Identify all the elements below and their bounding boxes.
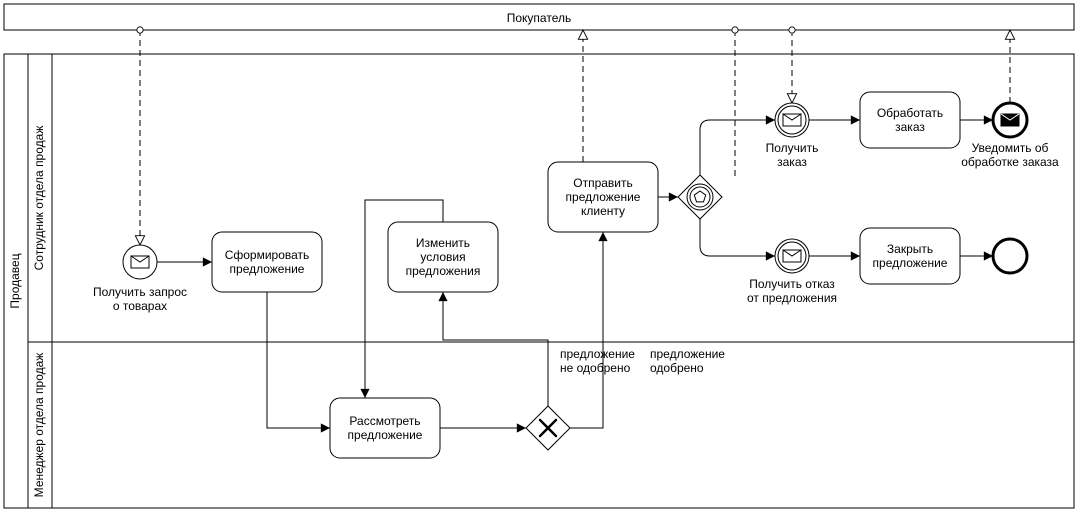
sequence-flow [700,120,775,175]
sequence-flow [443,292,548,406]
svg-text:Получить отказот предложения: Получить отказот предложения [747,277,837,305]
svg-text:Уведомить обобработке заказа: Уведомить обобработке заказа [961,141,1059,169]
svg-text:Покупатель: Покупатель [507,11,571,25]
event-e_end [993,239,1027,273]
svg-text:Менеджер отдела продаж: Менеджер отдела продаж [32,353,46,498]
gateway-g_event [678,175,722,219]
sequence-flow [700,219,775,256]
sequence-flow [267,292,330,428]
svg-text:предложениене одобрено: предложениене одобрено [560,347,635,375]
svg-text:Получитьзаказ: Получитьзаказ [766,141,819,169]
svg-text:Продавец: Продавец [8,253,22,308]
svg-text:Рассмотретьпредложение: Рассмотретьпредложение [348,414,423,442]
sequence-flow [570,232,603,428]
svg-text:Сотрудник отдела продаж: Сотрудник отдела продаж [32,126,46,271]
svg-text:предложениеодобрено: предложениеодобрено [650,347,725,375]
svg-text:Сформироватьпредложение: Сформироватьпредложение [225,248,310,276]
svg-text:Получить запросо товарах: Получить запросо товарах [93,285,187,313]
